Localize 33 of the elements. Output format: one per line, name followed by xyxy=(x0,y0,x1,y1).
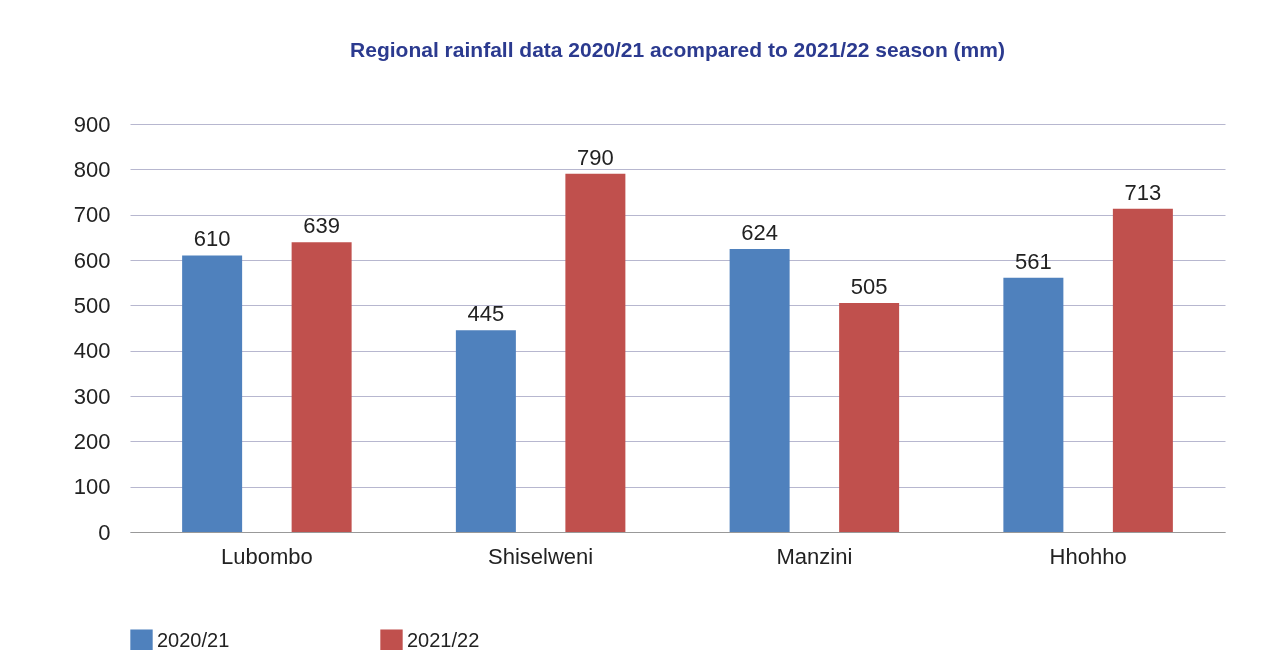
data-label: 505 xyxy=(850,274,888,300)
data-label: 610 xyxy=(193,226,231,252)
x-tick-label: Shiselweni xyxy=(488,543,594,569)
bar xyxy=(1112,208,1173,532)
bar xyxy=(565,173,626,532)
x-tick-label: Manzini xyxy=(776,543,853,569)
bar xyxy=(182,255,243,532)
y-tick-label: 300 xyxy=(73,383,111,409)
bar xyxy=(291,242,352,532)
y-tick-label: 200 xyxy=(73,428,111,454)
data-label: 624 xyxy=(741,220,778,246)
data-label: 445 xyxy=(467,301,505,327)
y-tick-label: 0 xyxy=(98,519,111,545)
data-label: 713 xyxy=(1124,179,1162,205)
bar xyxy=(729,249,790,532)
legend-label: 2021/22 xyxy=(407,628,480,650)
bar xyxy=(455,330,516,532)
bar xyxy=(1003,277,1064,532)
y-tick-label: 400 xyxy=(73,338,111,364)
data-label: 639 xyxy=(303,213,340,239)
data-label: 790 xyxy=(577,144,614,170)
x-tick-label: Hhohho xyxy=(1049,543,1127,569)
x-tick-label: Lubombo xyxy=(221,543,313,569)
y-tick-label: 700 xyxy=(73,202,111,228)
y-tick-label: 500 xyxy=(73,292,111,318)
y-tick-label: 900 xyxy=(73,111,111,137)
bar xyxy=(839,303,900,532)
y-tick-label: 600 xyxy=(73,247,111,273)
y-tick-label: 800 xyxy=(73,156,111,182)
data-label: 561 xyxy=(1015,248,1052,274)
chart-title: Regional rainfall data 2020/21 acompared to 2021/22 season (mm) xyxy=(350,38,1005,61)
y-tick-label: 100 xyxy=(73,474,111,500)
legend-label: 2020/21 xyxy=(157,628,230,650)
